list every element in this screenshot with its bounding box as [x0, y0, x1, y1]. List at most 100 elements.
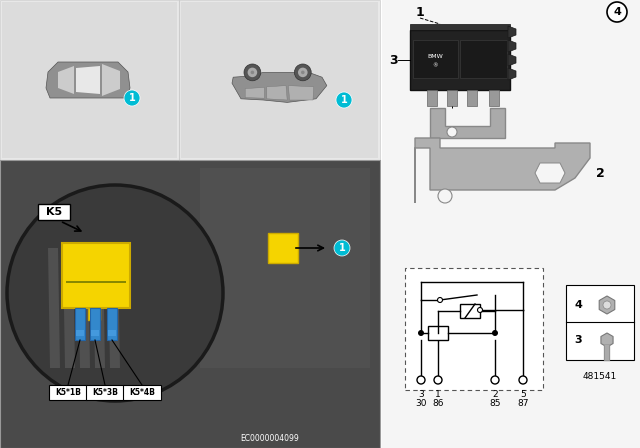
Bar: [86, 385, 124, 400]
Text: EC0000004099: EC0000004099: [241, 434, 300, 443]
Polygon shape: [78, 248, 90, 368]
Circle shape: [417, 376, 425, 384]
Polygon shape: [267, 86, 287, 100]
Text: 3: 3: [388, 53, 397, 66]
Bar: [76, 330, 84, 336]
Polygon shape: [508, 68, 516, 80]
Polygon shape: [430, 108, 505, 138]
Polygon shape: [48, 248, 60, 368]
Bar: [566, 285, 634, 360]
Polygon shape: [410, 30, 510, 90]
Text: 1: 1: [339, 243, 346, 253]
Circle shape: [418, 330, 424, 336]
Bar: [405, 268, 543, 390]
Circle shape: [294, 64, 311, 81]
Circle shape: [438, 297, 442, 302]
Polygon shape: [63, 248, 75, 368]
Text: K5*3B: K5*3B: [92, 388, 118, 397]
Circle shape: [447, 127, 457, 137]
Polygon shape: [447, 90, 457, 106]
Text: 1: 1: [129, 93, 136, 103]
Polygon shape: [90, 308, 100, 340]
Text: 1: 1: [435, 389, 441, 399]
Text: 1: 1: [340, 95, 348, 105]
Text: 86: 86: [432, 399, 444, 408]
Text: 4: 4: [574, 300, 582, 310]
Circle shape: [7, 185, 223, 401]
Circle shape: [434, 376, 442, 384]
Text: 87: 87: [517, 399, 529, 408]
Text: 3: 3: [418, 389, 424, 399]
Polygon shape: [427, 90, 437, 106]
Polygon shape: [88, 308, 100, 320]
Polygon shape: [102, 64, 120, 96]
Bar: [428, 326, 448, 340]
Bar: [200, 168, 370, 368]
Circle shape: [519, 376, 527, 384]
Polygon shape: [508, 26, 516, 38]
Bar: [91, 330, 99, 336]
Polygon shape: [58, 66, 74, 94]
Text: 30: 30: [415, 399, 427, 408]
Bar: [460, 40, 507, 78]
Text: 85: 85: [489, 399, 500, 408]
Circle shape: [334, 240, 350, 256]
Circle shape: [491, 376, 499, 384]
Circle shape: [607, 2, 627, 22]
Circle shape: [438, 189, 452, 203]
Bar: [123, 385, 161, 400]
Circle shape: [248, 68, 257, 77]
Circle shape: [244, 64, 261, 81]
Circle shape: [124, 90, 140, 106]
Polygon shape: [75, 308, 85, 340]
Polygon shape: [93, 248, 105, 368]
Bar: [0, 160, 380, 448]
Circle shape: [603, 301, 611, 309]
Bar: [0, 0, 380, 160]
Circle shape: [251, 71, 254, 74]
Polygon shape: [601, 333, 613, 347]
Circle shape: [477, 307, 483, 313]
Text: K5*1B: K5*1B: [55, 388, 81, 397]
Text: BMW: BMW: [427, 53, 443, 59]
Bar: [66, 281, 126, 283]
Bar: [49, 385, 87, 400]
Polygon shape: [535, 163, 565, 183]
Bar: [382, 0, 640, 448]
Text: ®: ®: [432, 64, 438, 69]
Text: 481541: 481541: [583, 371, 617, 380]
Bar: [460, 304, 480, 318]
Polygon shape: [268, 233, 298, 263]
Polygon shape: [232, 73, 327, 103]
Circle shape: [492, 330, 498, 336]
Polygon shape: [467, 90, 477, 106]
Text: 1: 1: [415, 5, 424, 18]
Polygon shape: [415, 138, 590, 203]
Bar: [108, 330, 116, 336]
Text: K5: K5: [46, 207, 62, 217]
Text: 5: 5: [520, 389, 526, 399]
Bar: [181, 2, 378, 158]
Polygon shape: [108, 248, 120, 368]
Polygon shape: [508, 40, 516, 52]
Polygon shape: [62, 243, 130, 308]
Polygon shape: [489, 90, 499, 106]
Polygon shape: [46, 62, 130, 98]
Polygon shape: [599, 296, 615, 314]
Polygon shape: [245, 87, 264, 98]
Text: K5*4B: K5*4B: [129, 388, 155, 397]
Text: 2: 2: [492, 389, 498, 399]
Bar: [2, 2, 177, 158]
Bar: [0, 160, 380, 448]
Text: 4: 4: [613, 7, 621, 17]
Circle shape: [336, 92, 352, 108]
Bar: [413, 40, 458, 78]
Polygon shape: [289, 86, 314, 100]
Text: 3: 3: [574, 335, 582, 345]
Polygon shape: [508, 54, 516, 66]
Circle shape: [301, 71, 305, 74]
Polygon shape: [76, 66, 100, 94]
Polygon shape: [107, 308, 117, 340]
Bar: [38, 204, 70, 220]
Circle shape: [298, 68, 308, 77]
